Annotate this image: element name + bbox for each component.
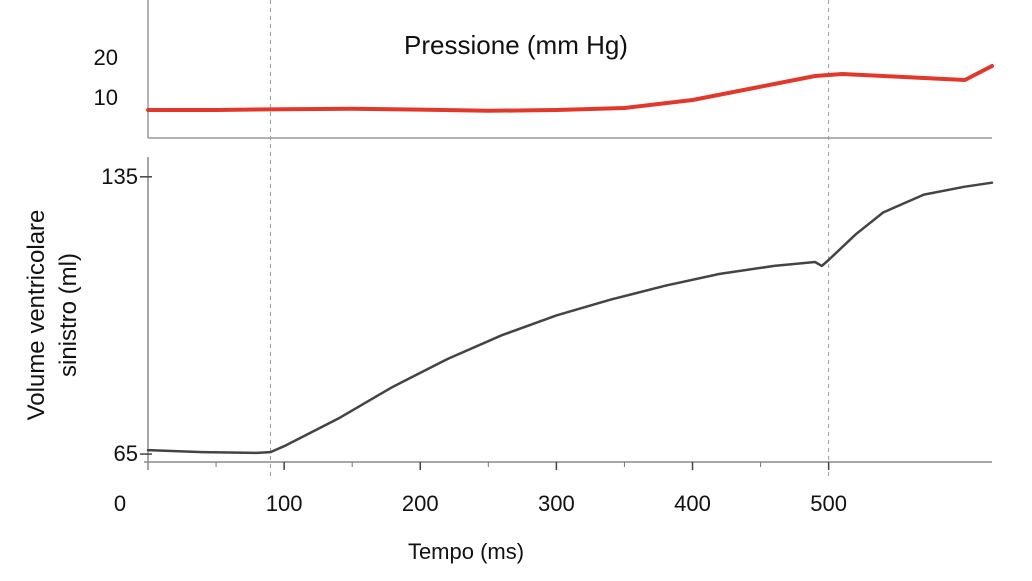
time-markers bbox=[270, 0, 830, 480]
pressure-y-tick-20: 20 bbox=[94, 45, 118, 70]
x-tick-0: 0 bbox=[114, 491, 126, 516]
x-tick-200: 200 bbox=[402, 491, 439, 516]
y-axis-title-line1: Volume ventricolare bbox=[23, 210, 50, 421]
tick-labels: 10 20 65 135 0 100 200 300 400 500 bbox=[94, 45, 847, 516]
x-tick-500: 500 bbox=[810, 491, 847, 516]
series-layer bbox=[146, 64, 994, 455]
volume-y-tick-135: 135 bbox=[101, 164, 138, 189]
plot-frame bbox=[144, 0, 992, 470]
x-axis-title: Tempo (ms) bbox=[408, 539, 524, 564]
y-axis-title-line2: sinistro (ml) bbox=[55, 253, 82, 377]
pressure-line bbox=[146, 64, 994, 113]
pressure-series-label: Pressione (mm Hg) bbox=[404, 30, 628, 60]
x-tick-100: 100 bbox=[266, 491, 303, 516]
volume-y-tick-65: 65 bbox=[114, 441, 138, 466]
volume-line bbox=[146, 181, 994, 455]
x-tick-300: 300 bbox=[538, 491, 575, 516]
x-tick-400: 400 bbox=[674, 491, 711, 516]
pressure-y-tick-10: 10 bbox=[94, 85, 118, 110]
